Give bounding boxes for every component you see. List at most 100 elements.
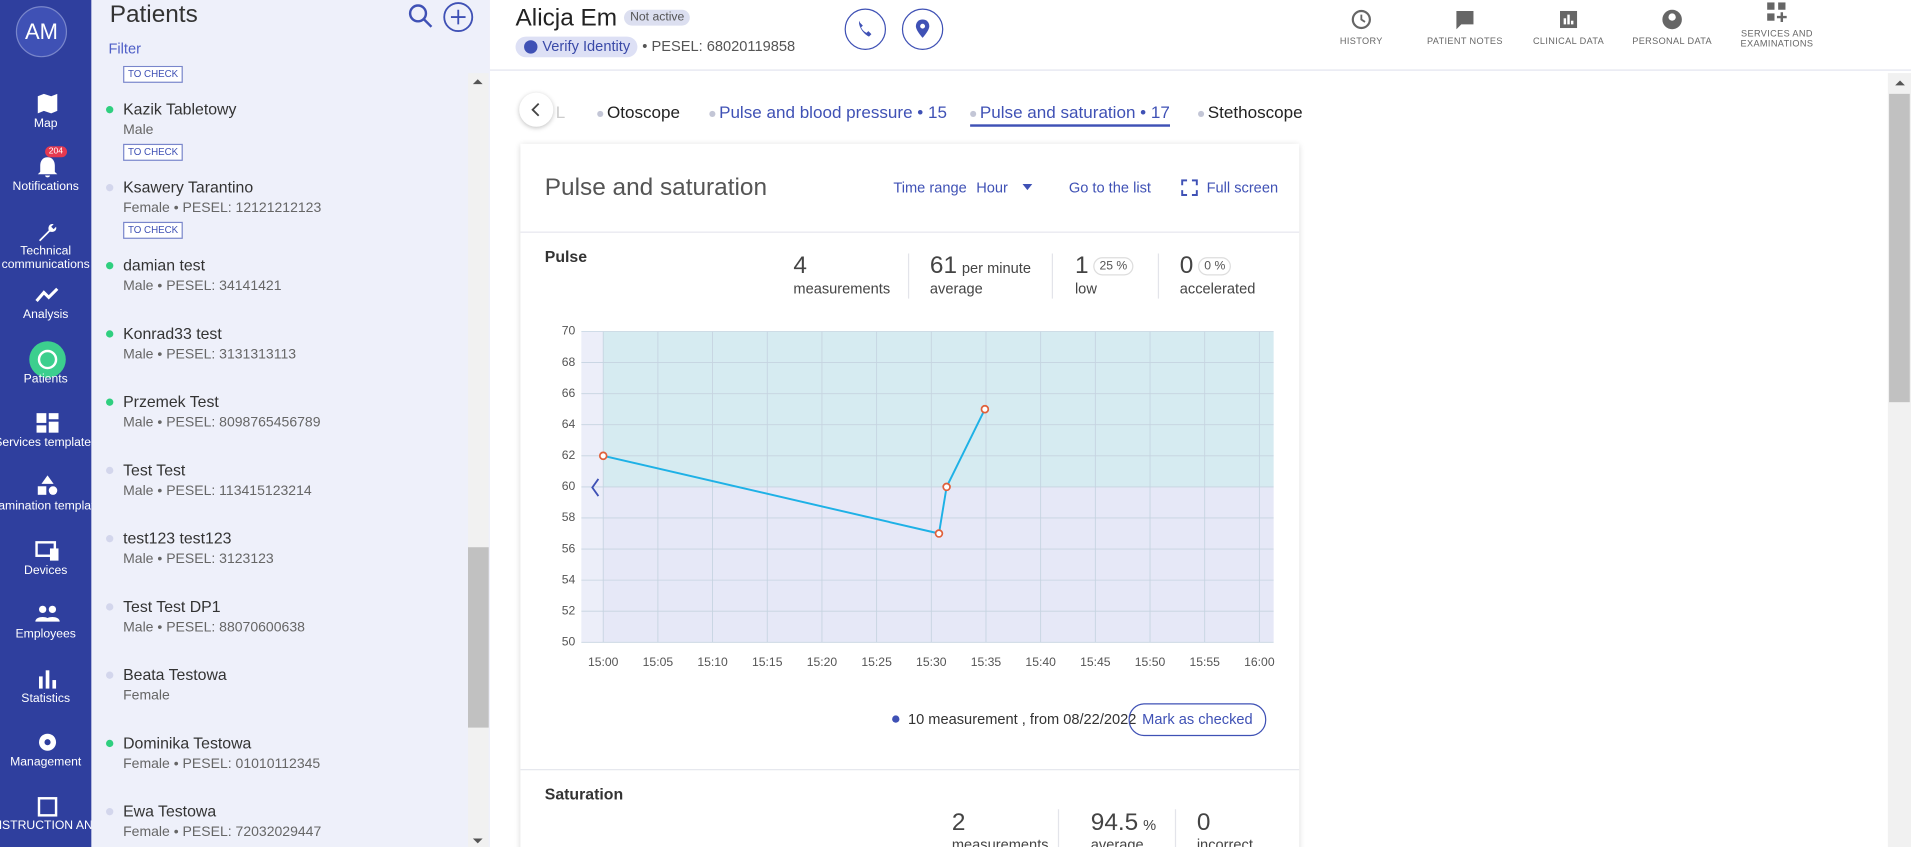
header-action[interactable]: HISTORY: [1313, 7, 1411, 46]
nav-icon: [35, 605, 60, 622]
tabs-back[interactable]: [519, 92, 554, 127]
patient-details: Female: [123, 686, 170, 706]
patient-name: Ksawery Tarantino: [123, 177, 254, 197]
nav-item[interactable]: INSTRUCTION AND: [0, 790, 91, 847]
go-to-list[interactable]: Go to the list: [1068, 179, 1151, 197]
patient-item[interactable]: Kazik Tabletowy Male TO CHECK: [91, 93, 466, 171]
patient-item[interactable]: Dominika Testowa FemalePESEL: 01010112345: [91, 726, 466, 794]
patient-name: Kazik Tabletowy: [123, 99, 237, 119]
tab[interactable]: Stethoscope: [1198, 101, 1303, 123]
presence-dot: [106, 535, 114, 543]
filter-link[interactable]: Filter: [108, 40, 141, 58]
action-icon: [1351, 9, 1371, 30]
patient-pesel: PESEL: 68020119858: [642, 38, 795, 55]
header-action[interactable]: PERSONAL DATA: [1623, 7, 1721, 46]
action-label: SERVICES AND EXAMINATIONS: [1740, 28, 1814, 49]
patient-pesel: PESEL: 8098765456789: [166, 415, 321, 431]
patient-details: MalePESEL: 3123123: [123, 550, 274, 570]
tab-dot: [970, 110, 977, 117]
patient-item[interactable]: damian testMalePESEL: 34141421: [91, 249, 466, 317]
presence-dot: [106, 330, 114, 338]
tab[interactable]: L: [556, 101, 566, 123]
nav-item[interactable]: Notifications 204: [0, 146, 91, 215]
patient-item[interactable]: Beata Testowa Female: [91, 658, 466, 726]
patient-item[interactable]: Test Test DP1 MalePESEL: 88070600638: [91, 590, 466, 658]
nav-icon: [37, 157, 58, 178]
tab[interactable]: Otoscope: [597, 101, 680, 123]
nav-item[interactable]: Map: [0, 88, 91, 151]
section-title: Saturation: [544, 784, 624, 804]
nav-item[interactable]: Employees: [0, 599, 91, 662]
nav-item[interactable]: Management: [0, 726, 91, 789]
patient-item[interactable]: Ksawery TarantinoFemalePESEL: 1212121212…: [91, 171, 466, 249]
search-icon[interactable]: [407, 2, 434, 29]
nav-icon: [39, 223, 57, 242]
nav-item[interactable]: Analysis: [0, 279, 91, 342]
panel-title: Patients: [109, 1, 198, 29]
add-icon[interactable]: [442, 1, 474, 33]
action-label: HISTORY: [1339, 35, 1383, 47]
patient-pesel: PESEL: 113415123214: [166, 483, 312, 499]
tab-dot: [597, 110, 604, 117]
stat-value: 2: [952, 809, 966, 836]
call-button[interactable]: [844, 8, 887, 50]
patient-item[interactable]: Przemek Test MalePESEL: 8098765456789: [91, 385, 466, 453]
nav-item[interactable]: Patients: [0, 340, 91, 406]
presence-dot: [106, 739, 114, 748]
status-badge: TO CHECK: [123, 221, 184, 239]
status-badge: TO CHECK: [123, 143, 184, 161]
patient-name: Konrad33 test: [123, 324, 222, 343]
patient-item[interactable]: Ewa TestowaFemalePESEL: 72032029447: [91, 795, 466, 847]
nav-label: Analysis: [23, 308, 69, 322]
main-scroll-thumb[interactable]: [1889, 93, 1910, 403]
presence-dot: [106, 808, 114, 816]
tab[interactable]: Pulse and blood pressure • 15: [709, 101, 947, 123]
patient-name: Alicja Em: [515, 4, 618, 32]
full-screen[interactable]: Full screen: [1206, 179, 1279, 197]
scroll-up[interactable]: [470, 76, 485, 88]
header-action[interactable]: SERVICES AND EXAMINATIONS: [1728, 0, 1826, 49]
patient-name: Test Test: [123, 460, 186, 479]
stat-number: 0: [1179, 252, 1194, 280]
fullscreen-icon[interactable]: [1181, 179, 1198, 196]
nav-label: Technical communications: [1, 244, 90, 272]
chart-card: Pulse and saturation Time range Hour Go …: [520, 143, 1300, 847]
tab-label: L: [555, 102, 566, 122]
tab-dot: [709, 110, 716, 117]
avatar[interactable]: AM: [15, 6, 68, 58]
scroll-thumb[interactable]: [468, 547, 489, 728]
patient-name: test123 test123: [123, 528, 232, 548]
patient-sex: Female: [123, 757, 182, 772]
patient-details: FemalePESEL: 72032029447: [123, 823, 321, 843]
nav-item[interactable]: Examination templates: [0, 471, 91, 534]
patient-sex: Male: [123, 347, 166, 362]
scroll-down[interactable]: [470, 835, 485, 847]
header-action[interactable]: CLINICAL DATA: [1520, 7, 1618, 46]
nav-label: INSTRUCTION AND: [0, 819, 91, 833]
action-label: PERSONAL DATA: [1632, 35, 1713, 47]
nav-label: Map: [33, 117, 58, 131]
patient-details: Male: [123, 121, 153, 141]
patient-item[interactable]: TO CHECK: [91, 65, 466, 93]
header-action[interactable]: PATIENT NOTES: [1416, 7, 1514, 46]
stat-number: 0: [1196, 809, 1211, 837]
patient-item[interactable]: Test Test MalePESEL: 113415123214: [91, 453, 466, 521]
mark-checked-button[interactable]: Mark as checked: [1128, 703, 1267, 737]
presence-dot: [106, 466, 114, 475]
patient-item[interactable]: Konrad33 test MalePESEL: 3131313113: [91, 317, 466, 385]
nav-item[interactable]: Devices: [0, 535, 91, 598]
dropdown-caret[interactable]: [1021, 183, 1033, 193]
verify-chip[interactable]: Verify Identity: [515, 36, 638, 58]
scroll-up[interactable]: [1893, 77, 1908, 89]
stat-value: 0: [1197, 809, 1211, 836]
time-range-select[interactable]: Hour: [976, 179, 1008, 197]
stat-value: 1 25 %: [1075, 252, 1134, 280]
patient-item[interactable]: test123 test123MalePESEL: 3123123: [91, 522, 466, 590]
scrollbar[interactable]: [468, 73, 489, 847]
nav-item[interactable]: Technical communications: [0, 215, 91, 278]
location-button[interactable]: [901, 8, 944, 50]
nav-label: Statistics: [21, 691, 71, 706]
nav-item[interactable]: Services templates: [0, 407, 91, 470]
nav-item[interactable]: Statistics: [0, 663, 91, 726]
tab[interactable]: Pulse and saturation • 17: [970, 101, 1170, 127]
